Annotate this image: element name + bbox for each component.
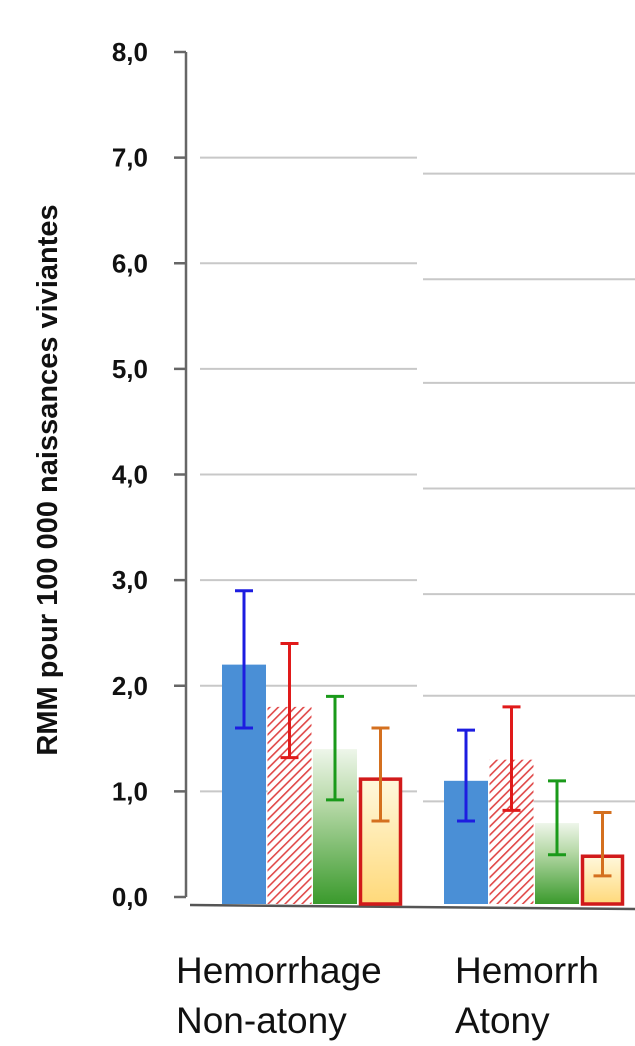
y-axis-label: RMM pour 100 000 naissances viviantes [32, 204, 64, 755]
y-tick-label: 1,0 [112, 776, 148, 806]
y-tick-label: 8,0 [112, 37, 148, 67]
y-tick-label: 4,0 [112, 460, 148, 490]
category-label-line1: Hemorrhage [176, 950, 382, 991]
x-axis-baseline [190, 905, 635, 909]
category-label-line2: Atony [455, 1000, 550, 1041]
bars [222, 665, 623, 904]
y-tick-label: 7,0 [112, 143, 148, 173]
y-tick-label: 3,0 [112, 565, 148, 595]
y-tick-label: 2,0 [112, 671, 148, 701]
category-labels: Hemorrhage Non-atony Hemorrh Atony [176, 950, 599, 1041]
category-label-line1: Hemorrh [455, 950, 599, 991]
y-tick-label: 5,0 [112, 354, 148, 384]
y-tick-label: 6,0 [112, 248, 148, 278]
category-label-line2: Non-atony [176, 1000, 347, 1041]
y-tick-label: 0,0 [112, 882, 148, 912]
